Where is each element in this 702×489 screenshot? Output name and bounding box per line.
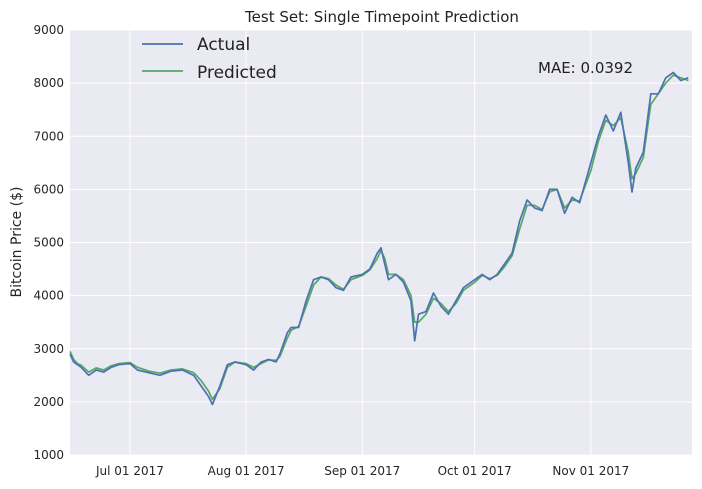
x-tick-label: Nov 01 2017 [552,464,629,478]
grid [70,29,692,456]
y-tick-label: 3000 [33,342,64,356]
y-tick-label: 7000 [33,129,64,143]
legend-label-predicted: Predicted [197,63,277,83]
series-lines [69,71,689,406]
series-line-actual [69,71,689,406]
legend: Actual Predicted [142,35,277,83]
y-tick-label: 8000 [33,76,64,90]
x-axis: Jul 01 2017 Aug 01 2017 Sep 01 2017 Oct 01 … [95,464,629,478]
y-axis-label: Bitcoin Price ($) [9,187,25,298]
x-tick-label: Aug 01 2017 [208,464,285,478]
legend-label-actual: Actual [197,35,250,55]
y-tick-label: 5000 [33,236,64,250]
x-tick-label: Oct 01 2017 [438,464,512,478]
y-tick-label: 6000 [33,182,64,196]
y-tick-label: 4000 [33,289,64,303]
x-tick-label: Jul 01 2017 [95,464,164,478]
series-line-predicted [69,74,689,401]
y-tick-label: 9000 [33,23,64,37]
mae-annotation: MAE: 0.0392 [538,59,633,77]
y-axis: 1000 2000 3000 4000 5000 6000 7000 8000 9000 [33,23,64,462]
y-tick-label: 1000 [33,448,64,462]
y-tick-label: 2000 [33,395,64,409]
chart-title: Test Set: Single Timepoint Prediction [244,8,519,26]
x-tick-label: Sep 01 2017 [324,464,400,478]
